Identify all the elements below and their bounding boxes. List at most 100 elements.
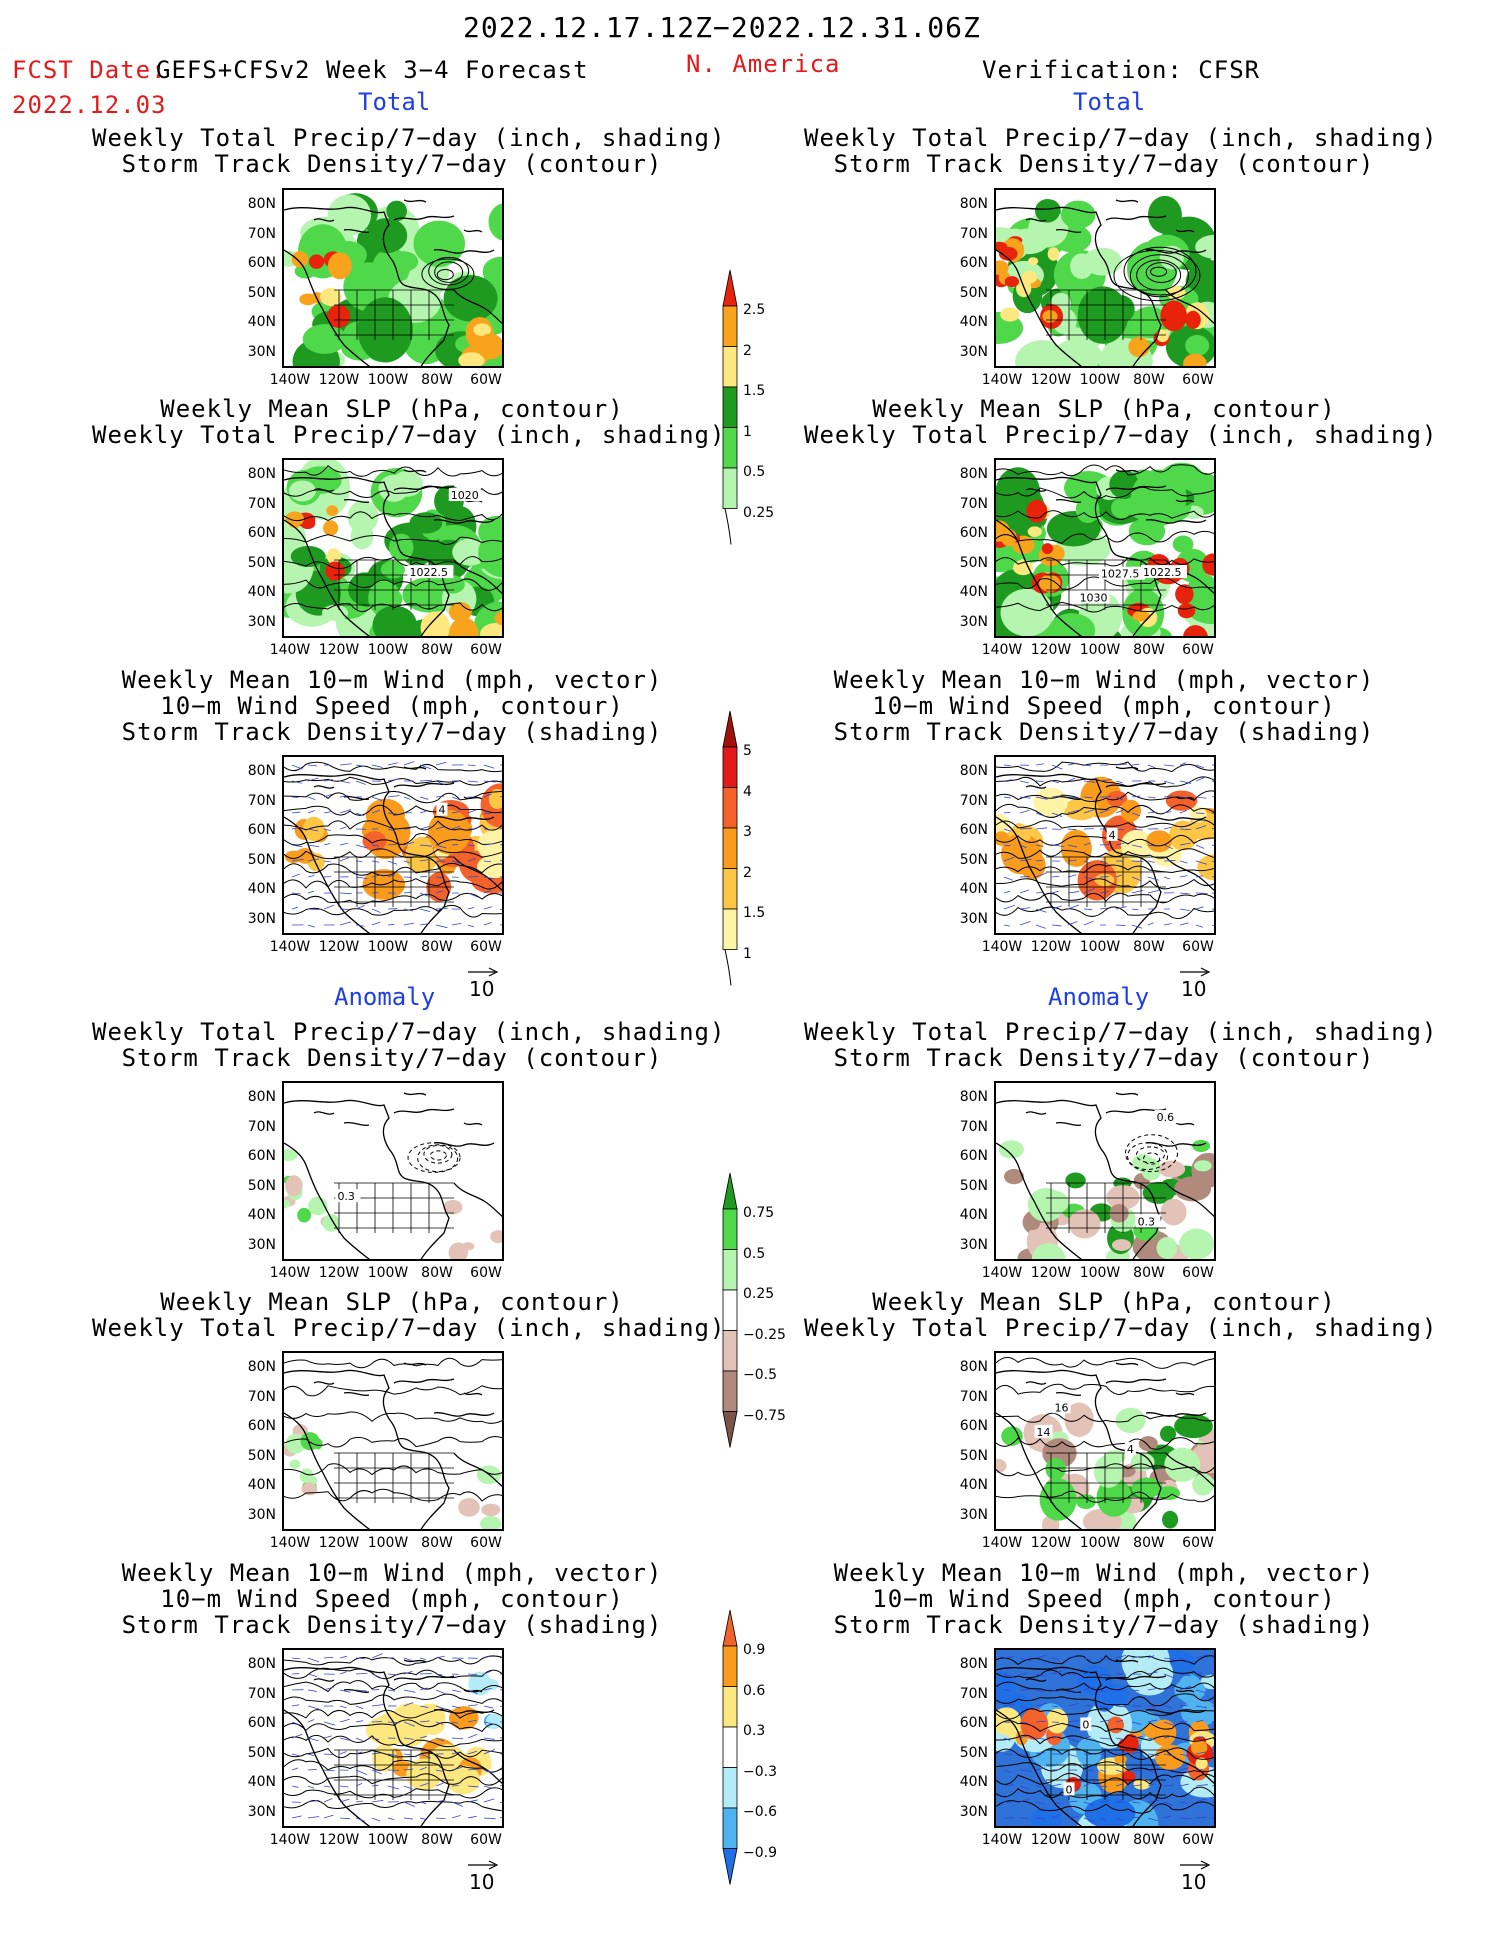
wind-vector — [1164, 877, 1170, 879]
lon-label-r2-c0: 100W — [366, 939, 410, 955]
lat-label-r5-c1: 50N — [954, 1745, 988, 1761]
panel-title-r2-c1-l0: Weekly Mean 10−m Wind (mph, vector) — [804, 668, 1404, 692]
fcst-model-label: GEFS+CFSv2 Week 3−4 Forecast — [156, 58, 589, 82]
colorbar-label-precip_total: 1 — [743, 424, 752, 440]
panel-title-r3-c1-l1: Storm Track Density/7−day (contour) — [804, 1046, 1404, 1070]
wind-vector — [308, 845, 319, 847]
lon-label-r2-c1: 120W — [1029, 939, 1073, 955]
lon-label-r1-c1: 60W — [1176, 642, 1220, 658]
shade-blob — [295, 848, 315, 864]
panel-title-r4-c1-l1: Weekly Total Precip/7−day (inch, shading… — [804, 1316, 1404, 1340]
coastline — [434, 1413, 494, 1416]
wind-vector — [308, 891, 314, 893]
shading-layer — [362, 783, 504, 901]
wind-vector — [292, 1786, 298, 1787]
shade-blob — [1185, 311, 1200, 329]
lat-label-r5-c1: 70N — [954, 1686, 988, 1702]
reference-vector-label: 10 — [469, 1870, 494, 1894]
colorbar-label-precip_total: 2.5 — [743, 302, 765, 318]
wind-vector — [324, 861, 331, 862]
wind-vector — [1020, 890, 1029, 893]
shade-blob — [301, 1432, 320, 1450]
wind-vector — [308, 797, 315, 800]
lon-label-r2-c1: 100W — [1078, 939, 1122, 955]
shade-blob — [366, 218, 407, 253]
colorbar-label-precip_total: 0.5 — [743, 464, 765, 480]
lat-label-r5-c0: 30N — [242, 1804, 276, 1820]
lat-label-r0-c0: 80N — [242, 196, 276, 212]
wind-vector — [324, 1722, 335, 1725]
shade-blob — [326, 505, 338, 516]
contour-label: 0.6 — [1157, 1111, 1175, 1124]
lat-label-r4-c0: 40N — [242, 1477, 276, 1493]
shade-blob — [1024, 1218, 1040, 1230]
wind-vector — [340, 1719, 350, 1722]
lat-label-r3-c0: 30N — [242, 1237, 276, 1253]
colorbar-swatch — [723, 347, 737, 388]
coastline-layer — [284, 1093, 504, 1261]
contour-label: 0.3 — [337, 1190, 355, 1203]
colorbar-swatch — [723, 1687, 737, 1728]
wind-vector — [292, 1768, 298, 1770]
shade-blob — [1042, 310, 1057, 323]
wind-vector — [388, 924, 394, 925]
section-total-left: Total — [358, 90, 430, 114]
panel-title-r5-c0-l1: 10−m Wind Speed (mph, contour) — [92, 1587, 692, 1611]
colorbar-swatch — [723, 1331, 737, 1372]
wind-vector — [308, 875, 314, 877]
wind-vector — [1068, 905, 1079, 909]
wind-vector — [356, 1801, 363, 1802]
wind-vector — [420, 797, 428, 799]
wind-vector — [1196, 907, 1204, 909]
colorbar-storm_total — [719, 709, 759, 994]
contour-label: 4 — [1109, 829, 1116, 842]
colorbar-tail — [725, 509, 731, 545]
lon-label-r2-c0: 80W — [415, 939, 459, 955]
shade-blob — [1045, 1458, 1065, 1480]
shade-blob — [1005, 276, 1019, 287]
wind-vector — [484, 1706, 493, 1708]
lat-label-r0-c0: 70N — [242, 226, 276, 242]
wind-vector — [468, 925, 474, 927]
wind-vector — [404, 892, 412, 893]
lat-label-r4-c1: 60N — [954, 1418, 988, 1434]
colorbar-label-storm_total: 5 — [743, 743, 752, 759]
lon-label-r5-c1: 120W — [1029, 1832, 1073, 1848]
shade-blob — [423, 245, 455, 267]
panel-title-r5-c0-l0: Weekly Mean 10−m Wind (mph, vector) — [92, 1561, 692, 1585]
map-panel-r4-c0 — [282, 1351, 504, 1531]
colorbar-label-storm_anom: 0.3 — [743, 1723, 765, 1739]
lon-label-r3-c0: 120W — [317, 1265, 361, 1281]
wind-vector — [468, 1674, 477, 1675]
wind-vector — [308, 1786, 314, 1788]
wind-vector — [324, 1754, 332, 1755]
shade-blob — [999, 1140, 1024, 1158]
wind-vector — [324, 1770, 335, 1771]
wind-vector — [452, 1738, 463, 1739]
wind-vector — [1148, 890, 1159, 893]
shade-blob — [1194, 1160, 1212, 1171]
shade-blob — [1146, 830, 1172, 852]
lon-label-r4-c1: 140W — [980, 1535, 1024, 1551]
map-panel-r5-c0 — [282, 1648, 504, 1828]
shade-blob — [480, 1516, 501, 1531]
panel-title-r5-c1-l1: 10−m Wind Speed (mph, contour) — [804, 1587, 1404, 1611]
lat-label-r0-c1: 40N — [954, 314, 988, 330]
panel-title-r1-c1-l1: Weekly Total Precip/7−day (inch, shading… — [804, 423, 1404, 447]
wind-vector — [452, 1785, 459, 1786]
shade-blob — [1128, 337, 1149, 357]
shade-blob — [1162, 1511, 1178, 1529]
lat-label-r1-c0: 30N — [242, 614, 276, 630]
colorbar-swatch — [723, 1173, 737, 1209]
coastline — [284, 1100, 449, 1261]
lat-label-r4-c1: 50N — [954, 1448, 988, 1464]
lat-label-r0-c0: 60N — [242, 255, 276, 271]
wind-vector — [1180, 893, 1190, 894]
wind-vector — [500, 1689, 504, 1690]
shade-blob — [1118, 1738, 1134, 1751]
colorbar-label-precip_anom: −0.5 — [743, 1367, 777, 1383]
colorbar-label-precip_total: 0.25 — [743, 505, 774, 521]
lon-label-r0-c1: 60W — [1176, 372, 1220, 388]
